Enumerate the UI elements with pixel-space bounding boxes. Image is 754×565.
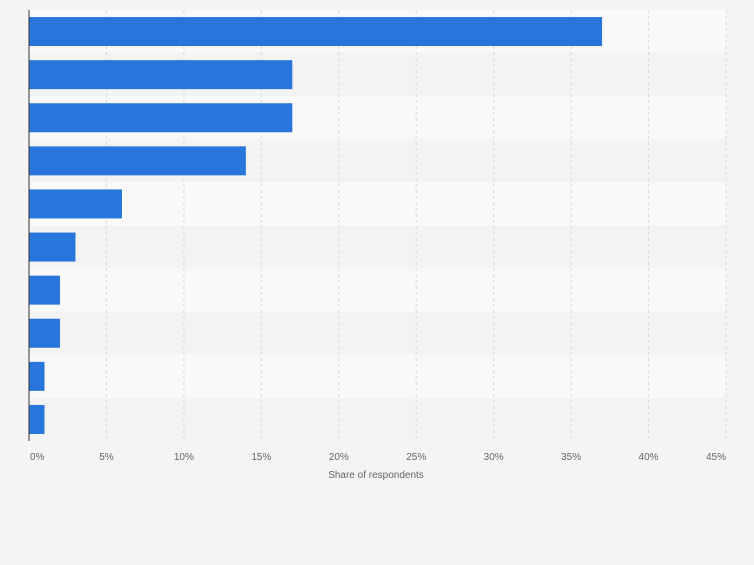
- row-band: [29, 182, 726, 226]
- x-tick-label: 10%: [174, 452, 194, 463]
- x-axis-label: Share of respondents: [328, 470, 424, 481]
- x-tick-label: 30%: [484, 452, 504, 463]
- bar: [29, 189, 122, 219]
- x-tick-label: 5%: [99, 452, 114, 463]
- row-band: [29, 268, 726, 312]
- bar: [29, 103, 293, 133]
- x-tick-label: 40%: [639, 452, 659, 463]
- x-tick-label: 15%: [251, 452, 271, 463]
- x-tick-label: 0%: [30, 452, 45, 463]
- bar: [29, 361, 45, 391]
- row-band: [29, 225, 726, 269]
- x-tick-label: 35%: [561, 452, 581, 463]
- bar: [29, 60, 293, 90]
- x-tick-label: 20%: [329, 452, 349, 463]
- bar: [29, 275, 60, 305]
- row-bands: [29, 10, 726, 441]
- x-tick-label: 45%: [706, 452, 726, 463]
- bar: [29, 232, 76, 262]
- row-band: [29, 397, 726, 441]
- bar: [29, 146, 246, 176]
- x-tick-label: 25%: [406, 452, 426, 463]
- x-tick-labels: 0% 5% 10% 15% 20% 25% 30% 35% 40% 45%: [30, 452, 726, 463]
- bars: [29, 17, 603, 434]
- bar: [29, 17, 603, 47]
- bar: [29, 318, 60, 348]
- bar: [29, 404, 45, 434]
- row-band: [29, 354, 726, 398]
- row-band: [29, 311, 726, 355]
